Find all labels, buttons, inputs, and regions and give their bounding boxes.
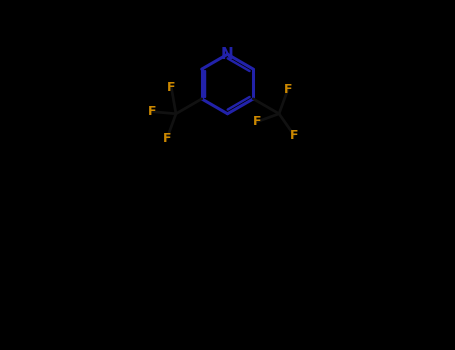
- Text: F: F: [167, 82, 176, 95]
- Text: F: F: [284, 83, 292, 96]
- Text: N: N: [221, 47, 234, 62]
- Text: F: F: [253, 116, 261, 128]
- Text: F: F: [148, 105, 157, 118]
- Text: F: F: [163, 132, 171, 145]
- Text: F: F: [290, 129, 298, 142]
